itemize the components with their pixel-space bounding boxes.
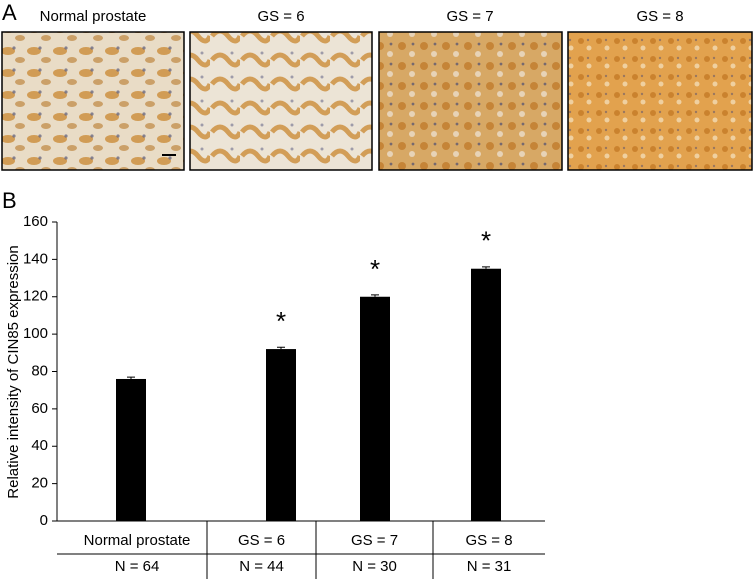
category-label: GS = 8	[465, 532, 512, 549]
error-bar	[371, 294, 379, 297]
y-axis-label: Relative intensity of CIN85 expression	[5, 245, 22, 498]
bar	[116, 378, 146, 521]
y-tick-label: 100	[23, 325, 48, 342]
bar	[266, 349, 296, 521]
panel-label: B	[2, 188, 17, 213]
y-tick-label: 120	[23, 288, 48, 305]
y-tick-label: 80	[31, 362, 48, 379]
bar	[471, 268, 501, 521]
error-bar	[482, 266, 490, 269]
category-label: GS = 6	[238, 532, 285, 549]
significance-marker: *	[481, 226, 491, 256]
image-label: GS = 6	[257, 8, 304, 25]
significance-marker: *	[276, 306, 286, 336]
y-tick-label: 140	[23, 250, 48, 267]
micrograph	[378, 31, 563, 171]
image-label: GS = 7	[446, 8, 493, 25]
bar	[360, 296, 390, 521]
category-label: Normal prostate	[84, 532, 191, 549]
y-tick-label: 160	[23, 213, 48, 230]
count-label: N = 64	[115, 558, 160, 575]
y-tick-label: 60	[31, 400, 48, 417]
y-tick-label: 40	[31, 437, 48, 454]
count-label: N = 31	[467, 558, 512, 575]
y-tick-label: 0	[40, 512, 48, 529]
count-label: N = 44	[239, 558, 284, 575]
micrograph	[189, 31, 373, 171]
error-bar	[127, 376, 135, 379]
image-label: GS = 8	[636, 8, 683, 25]
image-label: Normal prostate	[40, 8, 147, 25]
count-label: N = 30	[352, 558, 397, 575]
category-label: GS = 7	[351, 532, 398, 549]
y-tick-label: 20	[31, 475, 48, 492]
micrograph	[567, 31, 753, 171]
panel-label: A	[2, 0, 17, 25]
error-bar	[277, 346, 285, 350]
micrograph	[1, 31, 185, 171]
significance-marker: *	[370, 254, 380, 284]
